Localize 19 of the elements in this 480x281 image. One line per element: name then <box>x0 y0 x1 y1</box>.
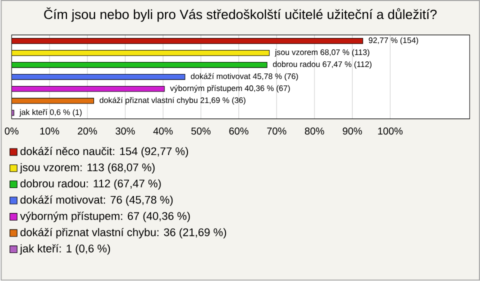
x-tick-label: 30% <box>116 128 135 135</box>
legend-label: výborným přístupem: 67 (40,36 %) <box>20 212 190 222</box>
legend-label: jsou vzorem: 113 (68,07 %) <box>20 163 155 174</box>
x-tick-label: 70% <box>267 128 286 135</box>
legend-label: dokáží motivovat: 76 (45,78 %) <box>20 196 173 206</box>
legend-label: dobrou radou: 112 (67,47 %) <box>20 180 161 190</box>
legend-label: dokáží něco naučit: 154 (92,77 %) <box>20 147 188 158</box>
x-tick-label: 20% <box>78 128 97 135</box>
x-tick-label: 90% <box>342 128 362 135</box>
x-tick-label: 80% <box>304 128 324 135</box>
x-tick-label: 40% <box>153 128 173 135</box>
x-tick-label: 10% <box>40 128 60 135</box>
x-tick-label: 0% <box>4 128 19 135</box>
x-tick-label: 50% <box>191 128 211 135</box>
chart-title: Čím jsou nebo byli pro Vás středoškolští učitelé užiteční a důležití? <box>44 8 437 22</box>
legend-label: dokáží přiznat vlastní chybu: 36 (21,69 %) <box>20 228 226 239</box>
x-tick-label: 60% <box>229 128 248 135</box>
x-tick-label: 100% <box>378 128 403 135</box>
legend-label: jak kteří: 1 (0,6 %) <box>20 244 110 255</box>
